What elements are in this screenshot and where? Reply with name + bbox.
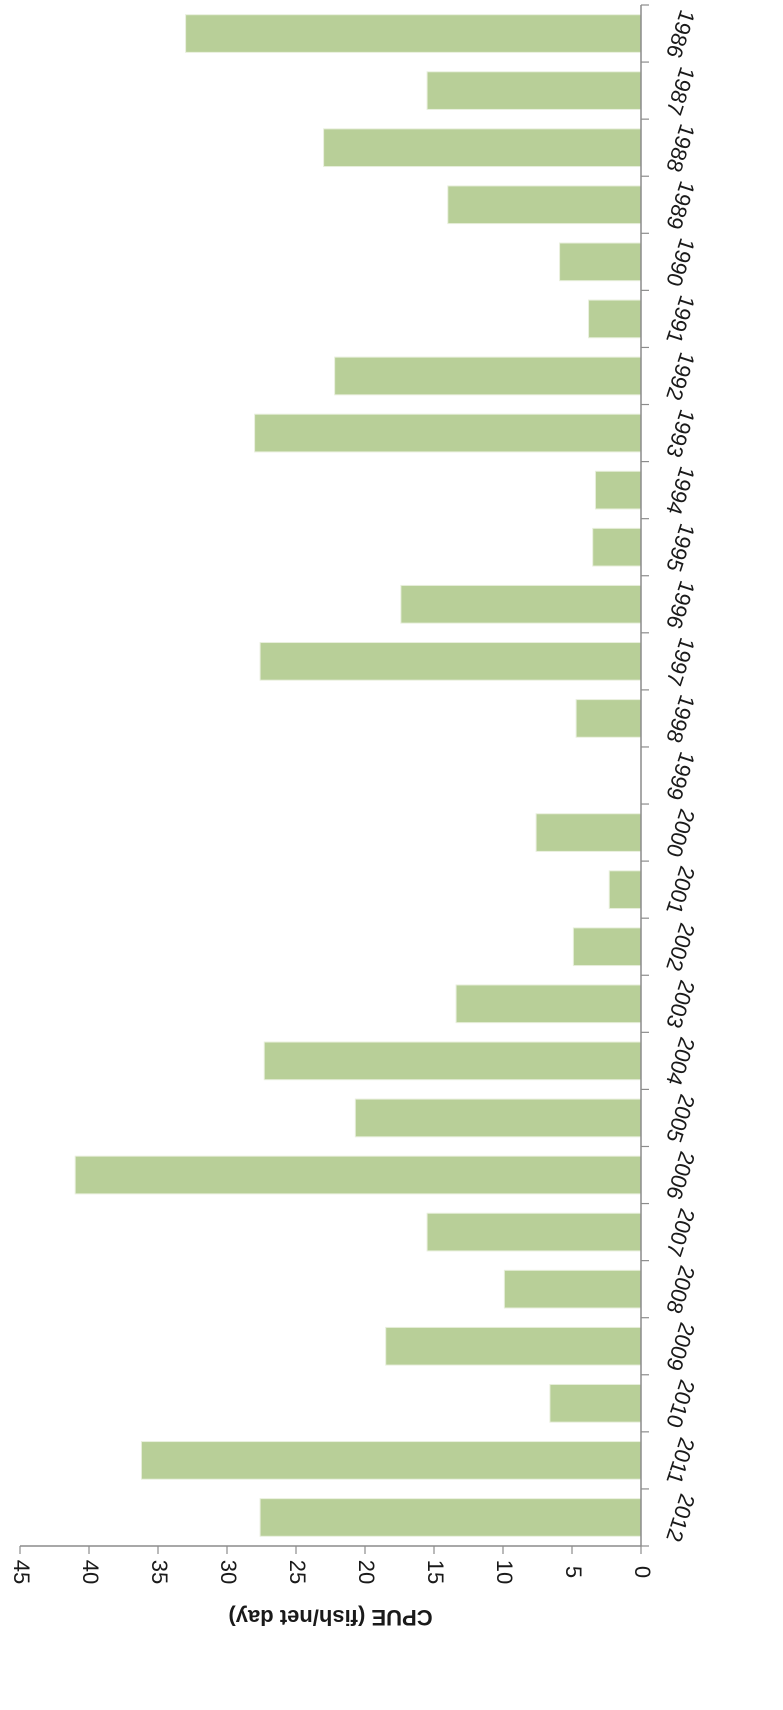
category-label-2012: 2012: [661, 1491, 700, 1545]
category-label-1989: 1989: [661, 178, 700, 232]
category-label-1993: 1993: [661, 406, 700, 460]
value-tick-label-10: 10: [492, 1560, 517, 1584]
bar-1986: [185, 14, 642, 53]
value-tick-label-5: 5: [561, 1566, 586, 1578]
value-axis-title: CPUE (fish/net day): [228, 1605, 432, 1630]
category-ticks: [641, 4, 649, 1547]
bar-1993: [254, 413, 642, 453]
bar-2000: [535, 813, 642, 852]
category-label-2004: 2004: [661, 1034, 700, 1088]
category-label-2010: 2010: [661, 1377, 700, 1431]
value-tick-label-40: 40: [78, 1560, 103, 1584]
bar-2003: [455, 984, 642, 1024]
bar-2001: [608, 870, 642, 909]
bars-group: [74, 14, 642, 1537]
category-label-1987: 1987: [661, 64, 700, 118]
category-label-1995: 1995: [661, 521, 700, 575]
bar-2011: [140, 1441, 642, 1480]
category-label-1986: 1986: [661, 7, 700, 61]
category-label-2002: 2002: [661, 920, 700, 974]
bar-2009: [385, 1326, 642, 1366]
bar-1990: [559, 242, 642, 282]
category-label-2005: 2005: [661, 1091, 700, 1145]
bar-1997: [259, 642, 642, 681]
bar-1989: [447, 185, 642, 225]
category-label-1994: 1994: [661, 464, 700, 518]
category-label-1991: 1991: [661, 292, 700, 346]
category-label-1999: 1999: [661, 749, 700, 803]
category-label-2003: 2003: [661, 977, 700, 1031]
bar-1991: [588, 299, 642, 339]
category-label-1992: 1992: [661, 349, 700, 403]
value-tick-labels: 0 5 10 15 20 25 30 35 40 45: [9, 1560, 655, 1584]
category-label-1997: 1997: [661, 635, 700, 689]
value-tick-label-25: 25: [285, 1560, 310, 1584]
value-tick-label-20: 20: [354, 1560, 379, 1584]
bar-1994: [594, 470, 642, 510]
category-label-2000: 2000: [661, 806, 700, 860]
value-tick-label-35: 35: [147, 1560, 172, 1584]
bar-1992: [334, 356, 642, 396]
bar-1995: [592, 527, 642, 567]
value-tick-label-45: 45: [9, 1560, 34, 1584]
bar-2006: [74, 1155, 642, 1195]
category-label-2009: 2009: [661, 1320, 700, 1374]
bar-2002: [572, 927, 642, 967]
category-label-2007: 2007: [661, 1205, 700, 1259]
bar-1987: [426, 71, 642, 110]
bar-2004: [263, 1041, 642, 1081]
bar-2012: [259, 1498, 642, 1537]
bar-2010: [549, 1383, 642, 1423]
bar-1998: [575, 699, 642, 738]
value-tick-label-30: 30: [216, 1560, 241, 1584]
category-label-2001: 2001: [661, 863, 700, 917]
category-label-2008: 2008: [661, 1263, 700, 1317]
bar-1996: [400, 584, 642, 624]
category-label-2011: 2011: [661, 1435, 699, 1488]
category-label-1988: 1988: [661, 121, 700, 175]
category-label-1998: 1998: [661, 692, 700, 746]
category-label-2006: 2006: [661, 1148, 700, 1202]
category-label-1996: 1996: [661, 578, 700, 632]
bar-2007: [426, 1212, 642, 1252]
value-tick-label-15: 15: [423, 1560, 448, 1584]
value-ticks: [19, 1546, 642, 1554]
value-tick-label-0: 0: [630, 1566, 655, 1578]
bar-2005: [354, 1098, 642, 1138]
bar-1988: [323, 128, 642, 168]
bar-2008: [503, 1269, 642, 1309]
category-label-1990: 1990: [661, 235, 700, 289]
